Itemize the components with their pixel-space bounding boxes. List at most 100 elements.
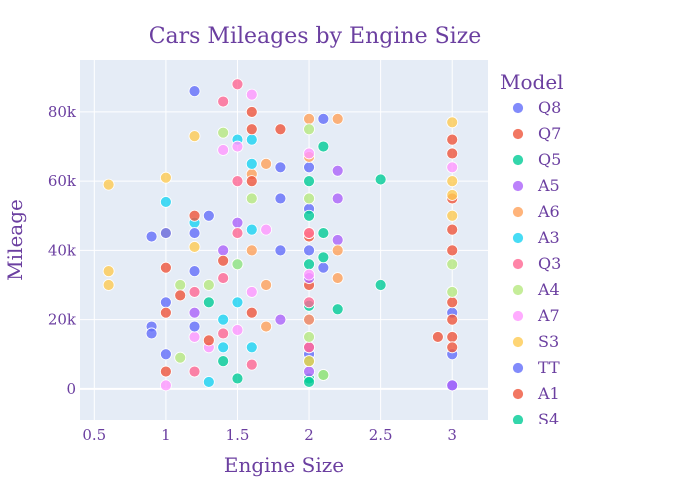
data-point (303, 161, 315, 174)
y-tick-labels: 0 20k 40k 60k 80k (48, 103, 77, 398)
data-point (446, 175, 459, 188)
data-point (188, 209, 201, 222)
data-point (217, 144, 230, 156)
data-point (303, 296, 315, 309)
data-point (374, 279, 387, 291)
data-point (217, 95, 230, 108)
plot-area (80, 60, 488, 420)
data-point (317, 251, 330, 264)
x-tick-labels: 0.5 1 1.5 2 2.5 3 (82, 426, 457, 444)
data-point (231, 175, 244, 188)
data-point (446, 161, 459, 174)
data-point (303, 244, 315, 257)
legend-label: Q3 (538, 254, 561, 273)
data-point (245, 192, 258, 205)
data-point (159, 227, 172, 239)
legend-item[interactable]: Q5 (512, 150, 562, 169)
data-point (188, 265, 201, 278)
data-point (274, 123, 287, 136)
data-point (331, 303, 344, 316)
data-point (188, 241, 201, 253)
legend-label: TT (538, 358, 560, 377)
legend-item[interactable]: S4 (512, 410, 560, 429)
data-point (102, 279, 115, 291)
data-point (317, 227, 330, 239)
legend-marker (512, 414, 524, 424)
data-point (245, 223, 258, 236)
data-point (303, 258, 315, 271)
legend-marker (512, 258, 524, 270)
data-point (303, 227, 315, 239)
data-point (159, 171, 172, 184)
data-point (446, 258, 459, 271)
data-point (217, 254, 230, 267)
data-point (446, 189, 459, 201)
legend-item[interactable]: A1 (512, 384, 560, 403)
legend-item[interactable]: A3 (512, 228, 560, 247)
data-point (303, 365, 315, 378)
data-point (217, 327, 230, 340)
data-point (188, 306, 201, 319)
legend: Model Q8 Q7 Q5 A5 A6 A3 Q3 A4 A7 S3 TT A1 S4 (500, 70, 564, 429)
data-point (431, 331, 444, 343)
data-point (446, 244, 459, 257)
data-point (231, 227, 244, 239)
legend-item[interactable]: TT (512, 358, 560, 377)
legend-label: Q8 (538, 98, 561, 117)
data-point (303, 313, 315, 326)
data-point (245, 175, 258, 188)
legend-marker (512, 310, 524, 322)
legend-marker (512, 336, 524, 348)
y-tick-label: 0 (66, 380, 76, 398)
data-point (231, 216, 244, 229)
legend-item[interactable]: A7 (512, 306, 560, 325)
legend-item[interactable]: Q3 (512, 254, 562, 273)
x-tick-label: 1.5 (226, 426, 250, 444)
data-points (102, 78, 459, 392)
data-point (188, 85, 201, 98)
data-point (159, 348, 172, 361)
legend-marker (512, 180, 524, 192)
data-point (303, 209, 315, 222)
legend-item[interactable]: Q7 (512, 124, 562, 143)
data-point (188, 320, 201, 333)
legend-marker (512, 232, 524, 244)
data-point (245, 106, 258, 118)
data-point (260, 223, 273, 236)
legend-item[interactable]: S3 (512, 332, 560, 351)
chart-title: Cars Mileages by Engine Size (149, 24, 482, 49)
data-point (102, 178, 115, 191)
data-point (174, 279, 187, 291)
data-point (274, 313, 287, 326)
data-point (303, 355, 315, 368)
data-point (303, 147, 315, 160)
data-point (446, 296, 459, 309)
legend-marker (512, 388, 524, 400)
x-tick-label: 0.5 (82, 426, 106, 444)
data-point (188, 331, 201, 343)
legend-item[interactable]: Q8 (512, 98, 562, 117)
data-point (231, 140, 244, 153)
data-point (217, 313, 230, 326)
legend-label: A5 (537, 176, 560, 195)
legend-item[interactable]: A6 (512, 202, 560, 221)
y-tick-label: 40k (48, 241, 77, 259)
legend-item[interactable]: A5 (512, 176, 560, 195)
data-point (331, 244, 344, 257)
data-point (317, 261, 330, 274)
data-point (159, 379, 172, 392)
data-point (446, 209, 459, 222)
data-point (217, 341, 230, 354)
data-point (202, 376, 215, 388)
data-point (446, 331, 459, 343)
legend-item[interactable]: A4 (512, 280, 560, 299)
legend-title: Model (500, 70, 564, 94)
data-point (303, 331, 315, 343)
legend-marker (512, 102, 524, 114)
data-point (188, 365, 201, 378)
x-axis-title: Engine Size (224, 453, 344, 477)
data-point (446, 133, 459, 146)
data-point (231, 372, 244, 385)
x-tick-label: 2.5 (369, 426, 393, 444)
